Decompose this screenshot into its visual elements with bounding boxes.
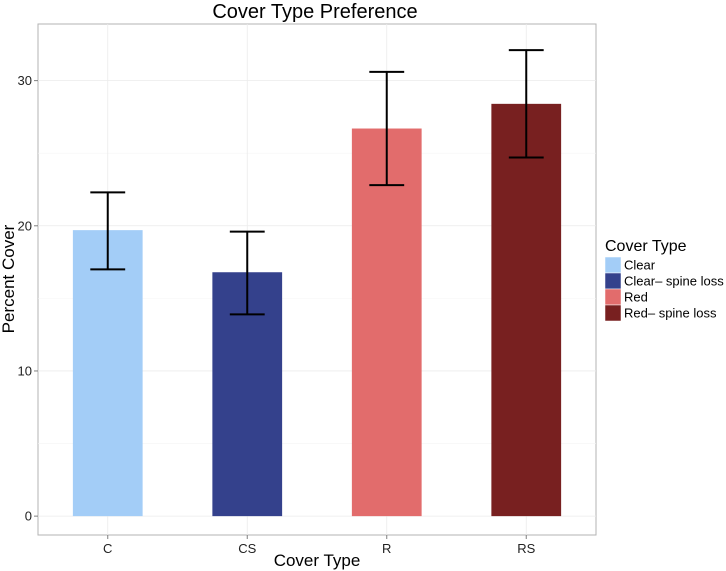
bar-c <box>72 230 143 517</box>
legend-swatch <box>604 256 622 274</box>
chart-title: Cover Type Preference <box>212 1 417 23</box>
x-tick-label: R <box>382 541 391 556</box>
bars <box>72 103 562 517</box>
legend-title: Cover Type <box>605 238 687 255</box>
legend-item: Red <box>604 288 648 306</box>
legend-label: Red– spine loss <box>624 306 717 321</box>
legend-item: Clear <box>604 256 656 274</box>
x-tick-label: RS <box>517 541 535 556</box>
legend-swatch <box>604 304 622 322</box>
legend-label: Clear <box>624 258 656 273</box>
x-tick-label: CS <box>238 541 256 556</box>
y-tick-label: 10 <box>18 363 32 378</box>
x-tick-label: C <box>103 541 112 556</box>
legend-item: Clear– spine loss <box>604 272 724 290</box>
error-bar-c <box>90 191 126 271</box>
legend-item: Red– spine loss <box>604 304 717 322</box>
error-bar-cs <box>229 230 265 316</box>
error-bar-rs <box>508 49 544 159</box>
error-bars <box>90 49 544 316</box>
x-axis-ticks: C CS R RS <box>103 535 536 556</box>
y-tick-label: 20 <box>18 218 32 233</box>
error-bar-r <box>369 70 405 187</box>
legend-label: Red <box>624 290 648 305</box>
legend-swatch <box>604 272 622 290</box>
legend-label: Clear– spine loss <box>624 274 724 289</box>
y-tick-label: 0 <box>25 509 32 524</box>
bar-r <box>351 128 422 517</box>
y-tick-label: 30 <box>18 73 32 88</box>
y-axis-title: Percent Cover <box>0 224 18 333</box>
x-axis-title: Cover Type <box>274 551 361 570</box>
y-axis-ticks: 0 10 20 30 <box>18 73 38 524</box>
bar-rs <box>491 103 562 517</box>
legend-swatch <box>604 288 622 306</box>
